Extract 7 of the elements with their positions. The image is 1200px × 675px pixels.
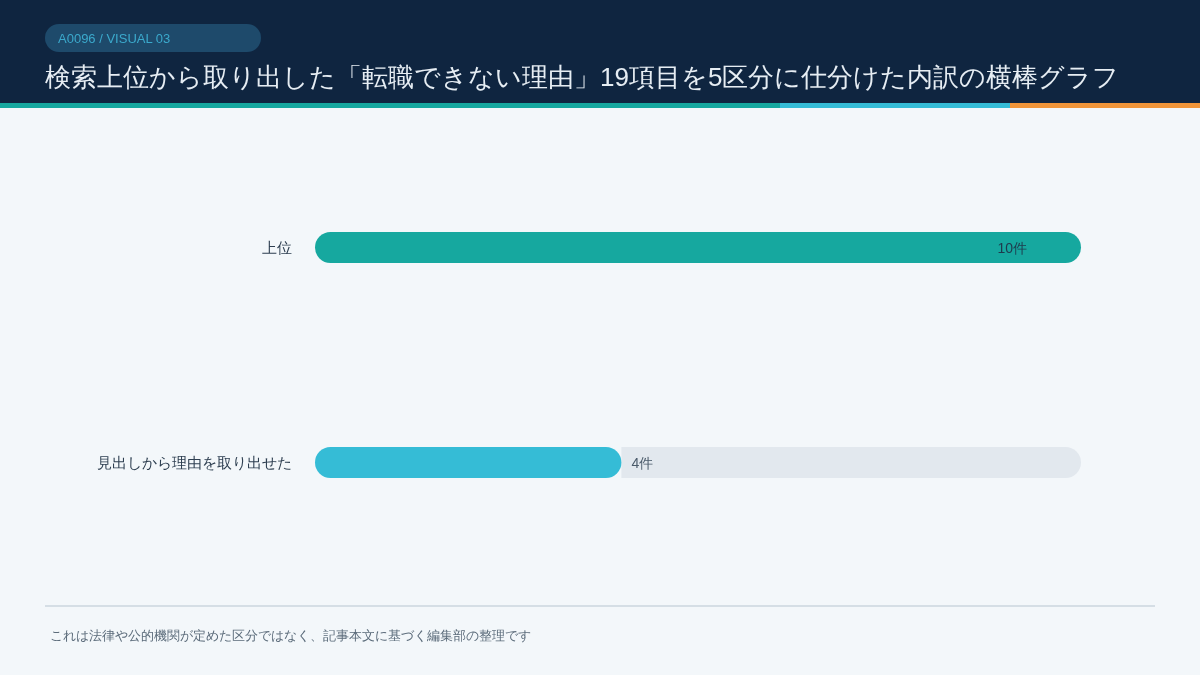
category-label: 上位 [262,238,292,256]
category-label: 見出しから理由を取り出せた [97,453,292,471]
value-label: 10件 [997,239,1027,256]
annotation: A0096 / VISUAL 03 [58,31,171,46]
value-label: 4件 [631,454,654,471]
annotation: これは法律や公的機関が定めた区分ではなく、記事本文に基づく編集部の整理です [50,628,531,643]
title: 検索上位から取り出した「転職できない理由」19項目を5区分に仕分けた内訳の横棒グラフ [45,62,1120,92]
